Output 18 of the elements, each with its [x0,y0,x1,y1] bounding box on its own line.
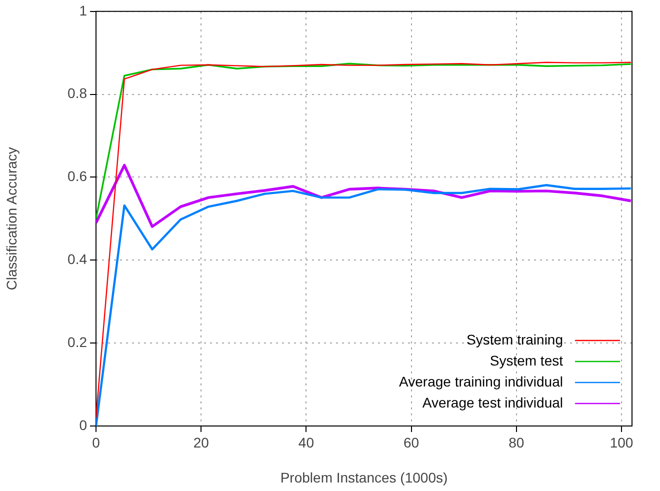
y-axis-title: Classification Accuracy [3,147,20,290]
x-tick-label: 100 [610,434,634,450]
y-tick-label: 1 [79,2,88,18]
x-axis-title: Problem Instances (1000s) [280,469,448,486]
x-tick-label: 20 [193,434,210,450]
y-tick-label: 0.4 [68,251,88,268]
y-tick-label: 0 [79,416,88,433]
x-tick-label: 40 [298,434,314,450]
x-tick-label: 80 [508,434,524,450]
x-tick-label: 60 [404,434,420,450]
legend-label: Average training individual [399,373,563,390]
y-tick-label: 0.6 [68,168,88,184]
legend-label: System test [490,352,564,368]
legend-label: System training [466,331,563,348]
x-tick-label: 0 [92,434,100,450]
y-tick-label: 0.2 [68,334,88,350]
legend-label: Average test individual [422,394,563,410]
y-tick-label: 0.8 [68,85,88,102]
